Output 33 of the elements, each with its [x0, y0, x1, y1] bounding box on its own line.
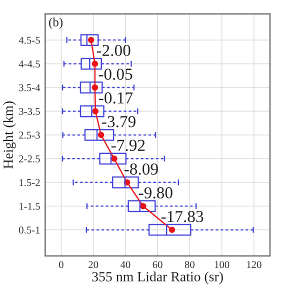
point: [98, 132, 104, 138]
annotation: -9.80: [138, 187, 172, 198]
x-axis-title: 355 nm Lidar Ratio (sr): [92, 272, 223, 284]
y-tick-label: 0.5-1: [18, 226, 40, 234]
x-tick-label: 120: [247, 261, 262, 268]
y-axis-title: Height (km): [3, 101, 16, 169]
y-tick-label: 1-1.5: [20, 202, 40, 210]
annotation: -3.79: [102, 116, 136, 128]
y-tick-label: 1.5-2: [20, 179, 40, 186]
point: [92, 84, 98, 91]
point: [92, 60, 98, 67]
y-tick-label: 2.5-3: [19, 132, 40, 139]
x-tick-label: 60: [152, 261, 162, 268]
annotation: -8.09: [124, 163, 158, 175]
x-tick-label: 80: [184, 261, 195, 268]
point: [168, 226, 176, 233]
x-tick-label: 20: [88, 261, 98, 268]
x-tick-label: 100: [214, 261, 230, 268]
annotation: -7.92: [111, 140, 145, 152]
y-tick-label: 2-2.5: [19, 155, 40, 162]
y-tick-label: 3.5-4: [19, 84, 40, 92]
y-tick-label: 4.5-5: [18, 36, 40, 44]
point: [140, 202, 146, 210]
point: [111, 156, 118, 162]
chart-title: (b): [49, 18, 63, 29]
annotation: -2.00: [96, 44, 130, 56]
x-tick-label: 0: [59, 261, 64, 268]
x-tick-label: 40: [120, 261, 130, 268]
y-tick-label: 4-4.5: [18, 60, 40, 68]
annotation: -17.83: [161, 210, 204, 222]
y-tick-label: 3-3.5: [19, 108, 40, 115]
annotation: -0.17: [99, 92, 133, 104]
annotation: -0.05: [98, 68, 132, 80]
